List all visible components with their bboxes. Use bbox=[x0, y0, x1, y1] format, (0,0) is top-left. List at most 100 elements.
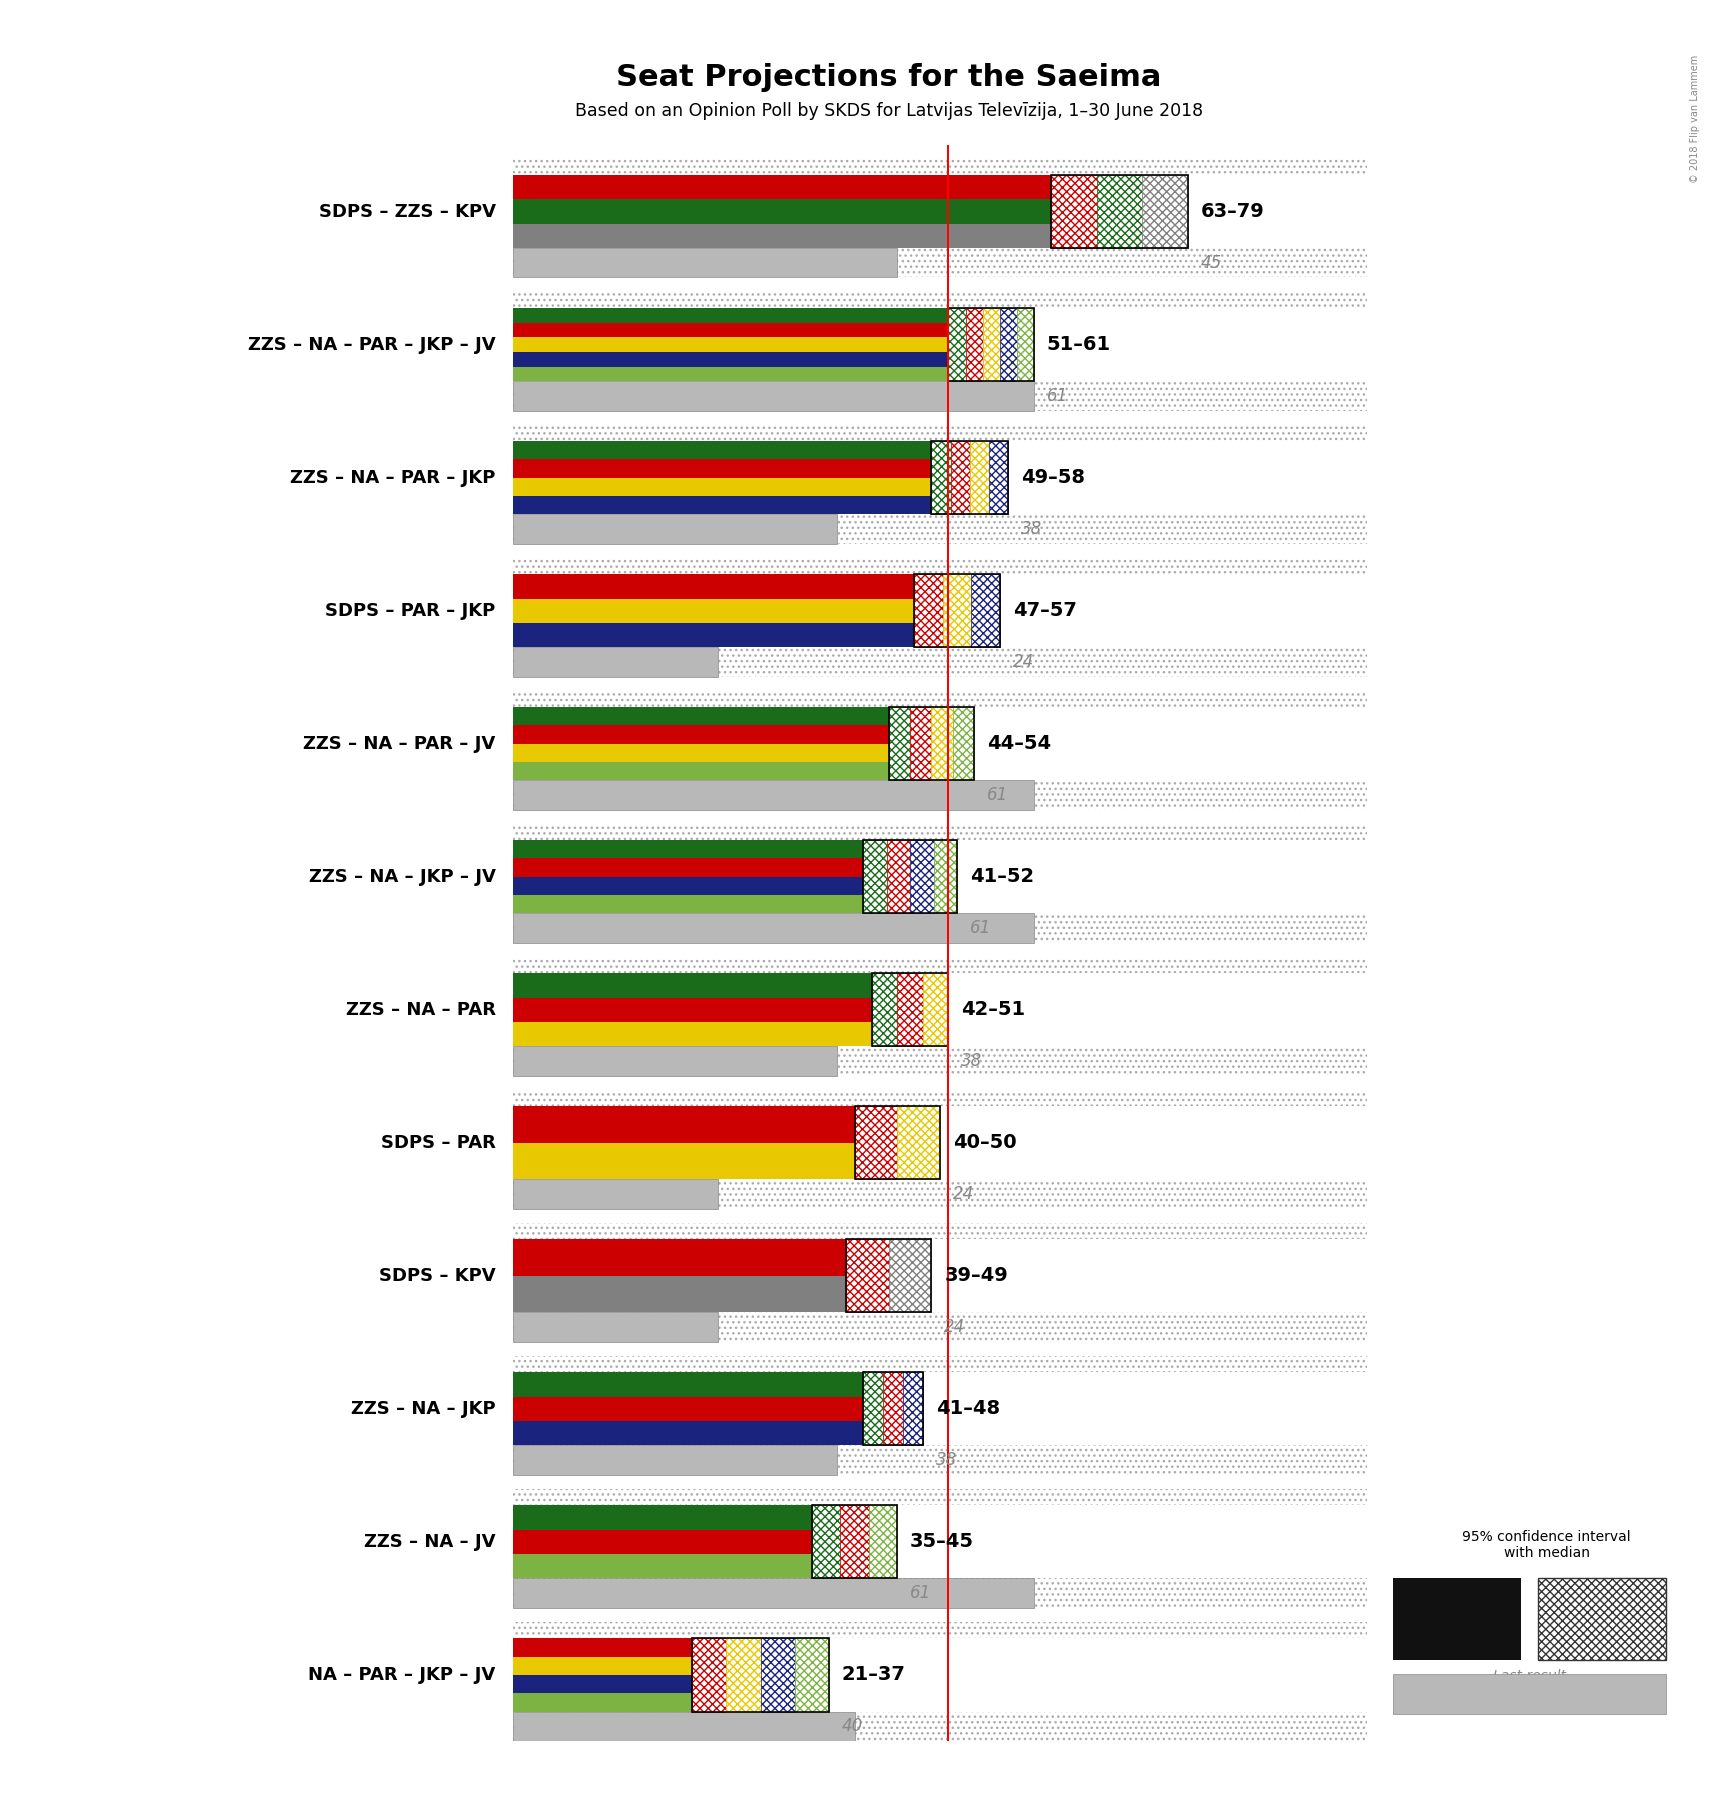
Bar bbox=[513, 998, 872, 1021]
Bar bbox=[513, 352, 948, 366]
Text: © 2018 Flip van Lammem: © 2018 Flip van Lammem bbox=[1690, 54, 1700, 183]
Bar bbox=[990, 441, 1008, 515]
Text: ZZS – NA – PAR – JKP: ZZS – NA – PAR – JKP bbox=[291, 468, 496, 486]
Bar bbox=[513, 726, 889, 744]
Bar bbox=[513, 1420, 863, 1446]
Bar bbox=[513, 1179, 718, 1208]
Bar bbox=[513, 894, 863, 912]
Bar bbox=[863, 840, 957, 912]
Bar bbox=[1000, 308, 1017, 381]
Bar bbox=[513, 1223, 1367, 1239]
Text: 49–58: 49–58 bbox=[1020, 468, 1085, 488]
Bar bbox=[513, 1555, 812, 1578]
Bar bbox=[909, 840, 933, 912]
Bar bbox=[513, 1090, 1367, 1107]
Bar bbox=[1051, 174, 1097, 249]
Bar bbox=[513, 1143, 854, 1179]
Bar bbox=[513, 1021, 872, 1047]
Text: ZZS – NA – JKP: ZZS – NA – JKP bbox=[350, 1400, 496, 1419]
Text: 44–54: 44–54 bbox=[988, 735, 1051, 753]
Bar bbox=[931, 441, 1008, 515]
Bar bbox=[513, 1397, 863, 1420]
Bar bbox=[1097, 174, 1142, 249]
Bar bbox=[513, 200, 1051, 223]
Bar bbox=[513, 292, 1367, 308]
Bar bbox=[513, 972, 872, 998]
Text: NA – PAR – JKP – JV: NA – PAR – JKP – JV bbox=[308, 1665, 496, 1683]
Bar bbox=[897, 974, 923, 1047]
Bar bbox=[863, 1371, 884, 1446]
Bar bbox=[513, 381, 1034, 410]
Bar bbox=[887, 840, 909, 912]
Text: Last result: Last result bbox=[1494, 1669, 1565, 1683]
Bar bbox=[513, 1275, 846, 1313]
Bar bbox=[983, 308, 1000, 381]
Bar bbox=[513, 876, 863, 894]
Bar bbox=[513, 1712, 854, 1741]
Bar bbox=[513, 780, 1367, 809]
Bar bbox=[513, 744, 889, 762]
Bar bbox=[966, 308, 983, 381]
Bar bbox=[513, 780, 1034, 809]
Bar bbox=[513, 1489, 1367, 1506]
Bar bbox=[948, 308, 1034, 381]
Bar bbox=[931, 707, 954, 780]
Bar bbox=[872, 974, 948, 1047]
Bar bbox=[513, 1047, 1367, 1076]
Text: SDPS – PAR – JKP: SDPS – PAR – JKP bbox=[325, 602, 496, 620]
Bar bbox=[513, 912, 1367, 943]
Bar bbox=[513, 622, 914, 648]
Bar bbox=[513, 912, 1034, 943]
Bar bbox=[513, 381, 1367, 410]
Text: 39–49: 39–49 bbox=[943, 1266, 1008, 1286]
Bar bbox=[795, 1638, 829, 1712]
Bar bbox=[513, 858, 863, 876]
Bar bbox=[513, 308, 948, 323]
Text: 38: 38 bbox=[960, 1052, 983, 1070]
Bar bbox=[513, 160, 1367, 174]
Bar bbox=[513, 249, 1367, 278]
Text: 95% confidence interval
with median: 95% confidence interval with median bbox=[1463, 1529, 1630, 1560]
Bar bbox=[884, 1371, 902, 1446]
Bar bbox=[692, 1638, 726, 1712]
Text: ZZS – NA – PAR – JV: ZZS – NA – PAR – JV bbox=[304, 735, 496, 753]
Bar bbox=[1017, 308, 1034, 381]
Bar bbox=[872, 974, 897, 1047]
Text: ZZS – NA – PAR – JKP – JV: ZZS – NA – PAR – JKP – JV bbox=[248, 336, 496, 354]
Bar bbox=[812, 1506, 897, 1578]
Text: 40: 40 bbox=[841, 1718, 863, 1736]
Bar bbox=[914, 573, 1000, 648]
Bar bbox=[846, 1239, 931, 1313]
Bar bbox=[914, 573, 943, 648]
Bar bbox=[943, 573, 971, 648]
Bar bbox=[513, 477, 931, 495]
Text: 24: 24 bbox=[943, 1319, 966, 1337]
Bar bbox=[513, 1506, 812, 1529]
Bar bbox=[513, 1712, 1367, 1741]
Bar bbox=[889, 1239, 931, 1313]
Text: 61: 61 bbox=[909, 1584, 931, 1602]
Bar bbox=[513, 599, 914, 622]
Text: 61: 61 bbox=[1046, 386, 1068, 405]
Bar bbox=[971, 441, 990, 515]
Bar bbox=[513, 1692, 692, 1712]
Text: 41–52: 41–52 bbox=[971, 867, 1034, 887]
Bar bbox=[1051, 174, 1188, 249]
Text: 38: 38 bbox=[1020, 521, 1042, 539]
Bar bbox=[513, 1622, 1367, 1638]
Bar bbox=[812, 1506, 841, 1578]
Bar bbox=[513, 515, 837, 544]
Text: 35–45: 35–45 bbox=[909, 1533, 974, 1551]
Bar bbox=[513, 1179, 1367, 1208]
Bar bbox=[513, 691, 1367, 707]
Text: 41–48: 41–48 bbox=[937, 1399, 1000, 1419]
Bar bbox=[513, 1656, 692, 1674]
Bar bbox=[513, 1107, 854, 1143]
Bar bbox=[513, 1578, 1034, 1607]
Bar bbox=[513, 1239, 846, 1275]
Bar bbox=[889, 707, 909, 780]
Text: 47–57: 47–57 bbox=[1012, 600, 1077, 620]
Text: SDPS – KPV: SDPS – KPV bbox=[379, 1266, 496, 1284]
Bar bbox=[923, 974, 948, 1047]
Text: 61: 61 bbox=[988, 785, 1008, 804]
